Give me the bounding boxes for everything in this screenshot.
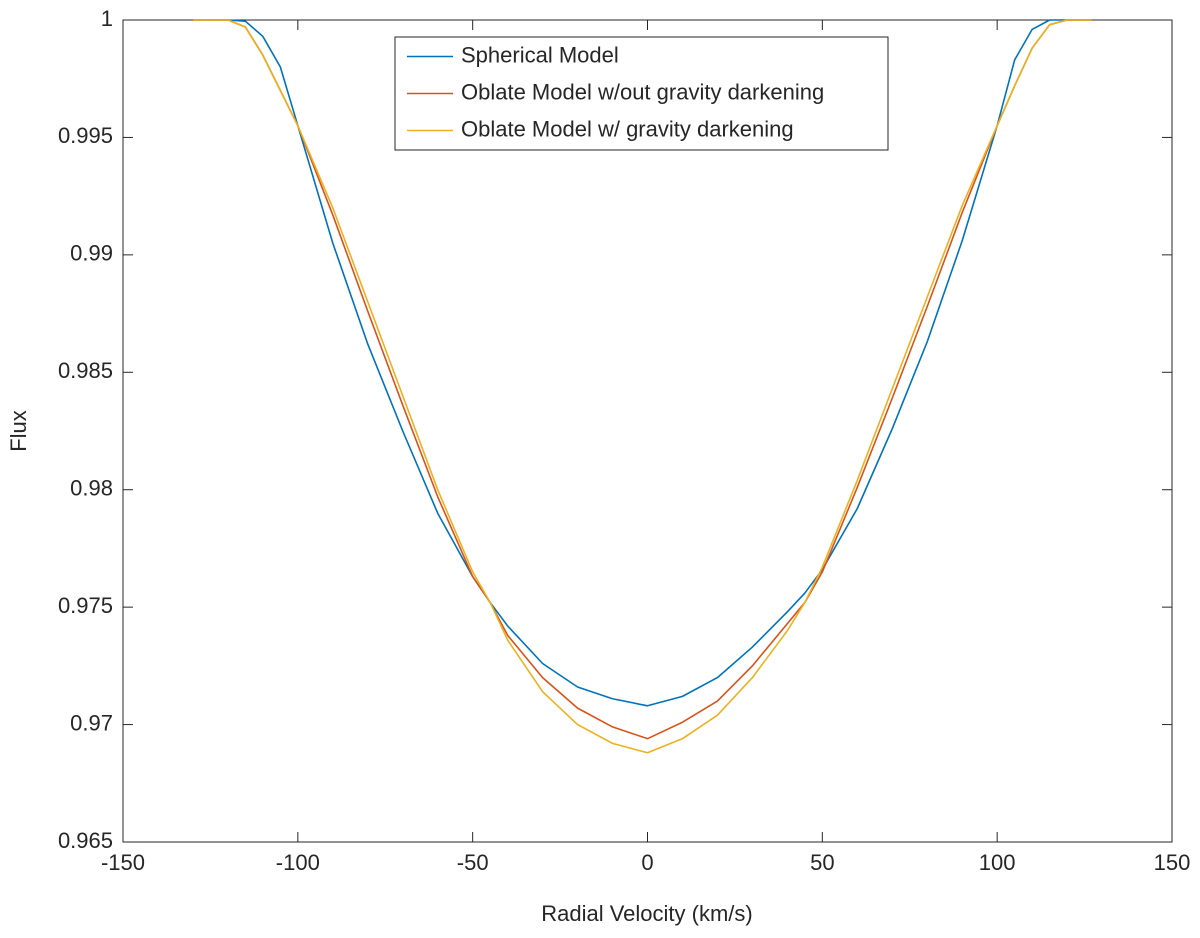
y-tick-label: 0.995 [58, 123, 113, 148]
legend-label: Oblate Model w/out gravity darkening [461, 79, 824, 104]
x-tick-label: 100 [979, 850, 1016, 875]
series-line [192, 19, 1092, 754]
y-tick-label: 0.975 [58, 593, 113, 618]
series-line [192, 19, 1092, 740]
x-tick-label: -150 [101, 850, 145, 875]
y-tick-label: 0.98 [70, 476, 113, 501]
x-tick-label: 150 [1154, 850, 1191, 875]
x-tick-label: 50 [810, 850, 834, 875]
x-tick-label: -50 [457, 850, 489, 875]
y-tick-label: 0.985 [58, 358, 113, 383]
x-tick-label: 0 [641, 850, 653, 875]
y-tick-label: 0.965 [58, 828, 113, 853]
legend-box [394, 36, 889, 151]
legend-label: Spherical Model [461, 42, 619, 67]
y-tick-label: 0.97 [70, 710, 113, 735]
series-line [192, 19, 1092, 707]
y-axis-label: Flux [6, 410, 31, 452]
legend-label: Oblate Model w/ gravity darkening [461, 116, 794, 141]
y-tick-label: 1 [101, 6, 113, 31]
x-axis-label: Radial Velocity (km/s) [541, 901, 753, 926]
x-tick-label: -100 [276, 850, 320, 875]
y-tick-label: 0.99 [70, 241, 113, 266]
